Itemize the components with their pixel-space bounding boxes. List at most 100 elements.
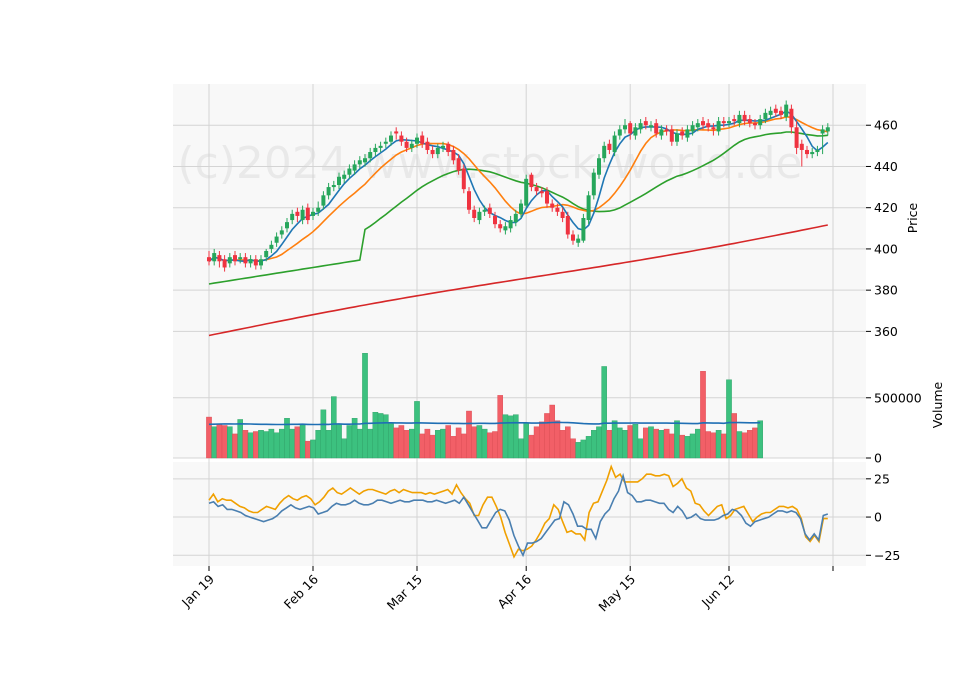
volume-bar [315, 430, 322, 459]
candle [300, 205, 305, 225]
volume-bar [305, 440, 311, 459]
candle [633, 123, 638, 140]
oscillator-panel [208, 464, 829, 559]
candle-body [737, 114, 742, 124]
candle-body [243, 257, 248, 264]
volume-bar [226, 426, 233, 459]
candle [773, 104, 778, 117]
candle-body [342, 174, 347, 179]
candle [617, 125, 622, 140]
candle [222, 255, 227, 272]
candle-body [825, 127, 830, 132]
candle [435, 143, 440, 159]
volume-bar [403, 430, 410, 459]
candle [279, 226, 284, 239]
candle [737, 110, 742, 128]
candle [591, 168, 596, 200]
volume-bar [679, 434, 685, 459]
candle-body [451, 149, 456, 161]
candle-body [378, 145, 383, 148]
candle-body [685, 129, 690, 138]
volume-bar [216, 424, 223, 459]
volume-bar [565, 426, 571, 459]
candle [675, 129, 679, 146]
candle-body [560, 211, 565, 218]
candle [607, 139, 612, 155]
candle-body [233, 255, 237, 262]
candle-body [721, 121, 726, 124]
candle [695, 119, 700, 132]
volume-bar [585, 436, 592, 459]
candle-body [352, 164, 357, 171]
candle-body [654, 123, 659, 134]
volume-bar [591, 430, 597, 459]
volume-bar [237, 419, 244, 459]
candle-body [643, 121, 648, 126]
price-tick-label: 440 [874, 159, 898, 174]
candle-body [602, 145, 607, 159]
candle-body [207, 257, 211, 262]
candle-body [441, 145, 445, 148]
candle-body [706, 123, 711, 128]
candle-body [253, 259, 258, 266]
candle [545, 187, 549, 208]
candle-body [222, 259, 227, 268]
candle [347, 164, 352, 179]
candle-body [727, 121, 731, 124]
price-panel [207, 100, 830, 337]
volume-bar [705, 431, 711, 459]
volume-bar [721, 433, 727, 459]
candle [456, 154, 461, 175]
candle-body [274, 236, 279, 243]
volume-axis-label: Volume [930, 381, 945, 428]
volume-bar [273, 432, 280, 459]
candle [721, 116, 726, 128]
candle [363, 154, 367, 167]
candle [498, 220, 503, 233]
candle-body [701, 121, 705, 126]
volume-bar [663, 428, 670, 459]
candle-body [789, 108, 794, 128]
volume-bar [336, 424, 342, 459]
candle [524, 174, 529, 208]
candle [825, 123, 830, 136]
candle-body [373, 147, 378, 153]
volume-bar [331, 396, 337, 459]
candle-body [555, 207, 560, 212]
candle [352, 160, 357, 175]
price-tick-label: 360 [874, 324, 898, 339]
candle-body [607, 143, 612, 150]
candle-body [337, 176, 341, 186]
candle-body [768, 110, 773, 115]
candle [747, 114, 752, 128]
volume-bar [487, 432, 493, 459]
watermark: (c)2024 www.stock-world.de [177, 138, 802, 189]
candle [659, 125, 664, 140]
candle [238, 253, 243, 264]
candle [217, 250, 222, 268]
volume-bar [757, 420, 763, 459]
candle [259, 255, 263, 270]
candle-body [368, 152, 373, 159]
candle [789, 104, 794, 134]
price-tick-label: 420 [874, 200, 898, 215]
candle-body [446, 143, 451, 153]
volume-bar [450, 436, 457, 459]
volume-bar [741, 432, 748, 459]
candle [274, 232, 279, 247]
volume-bar [206, 416, 212, 459]
candle-body [399, 135, 404, 142]
candle [753, 119, 757, 130]
volume-bar [419, 433, 426, 459]
moving-average-long [208, 224, 828, 337]
volume-bar [731, 413, 737, 459]
price-tick-label: 380 [874, 283, 898, 298]
candle [768, 106, 773, 120]
candle [331, 180, 336, 192]
candle [519, 199, 523, 218]
candle [316, 201, 321, 216]
candle-body [820, 129, 825, 134]
candle [539, 187, 544, 198]
volume-bar [544, 413, 550, 459]
volume-bar [622, 430, 628, 459]
